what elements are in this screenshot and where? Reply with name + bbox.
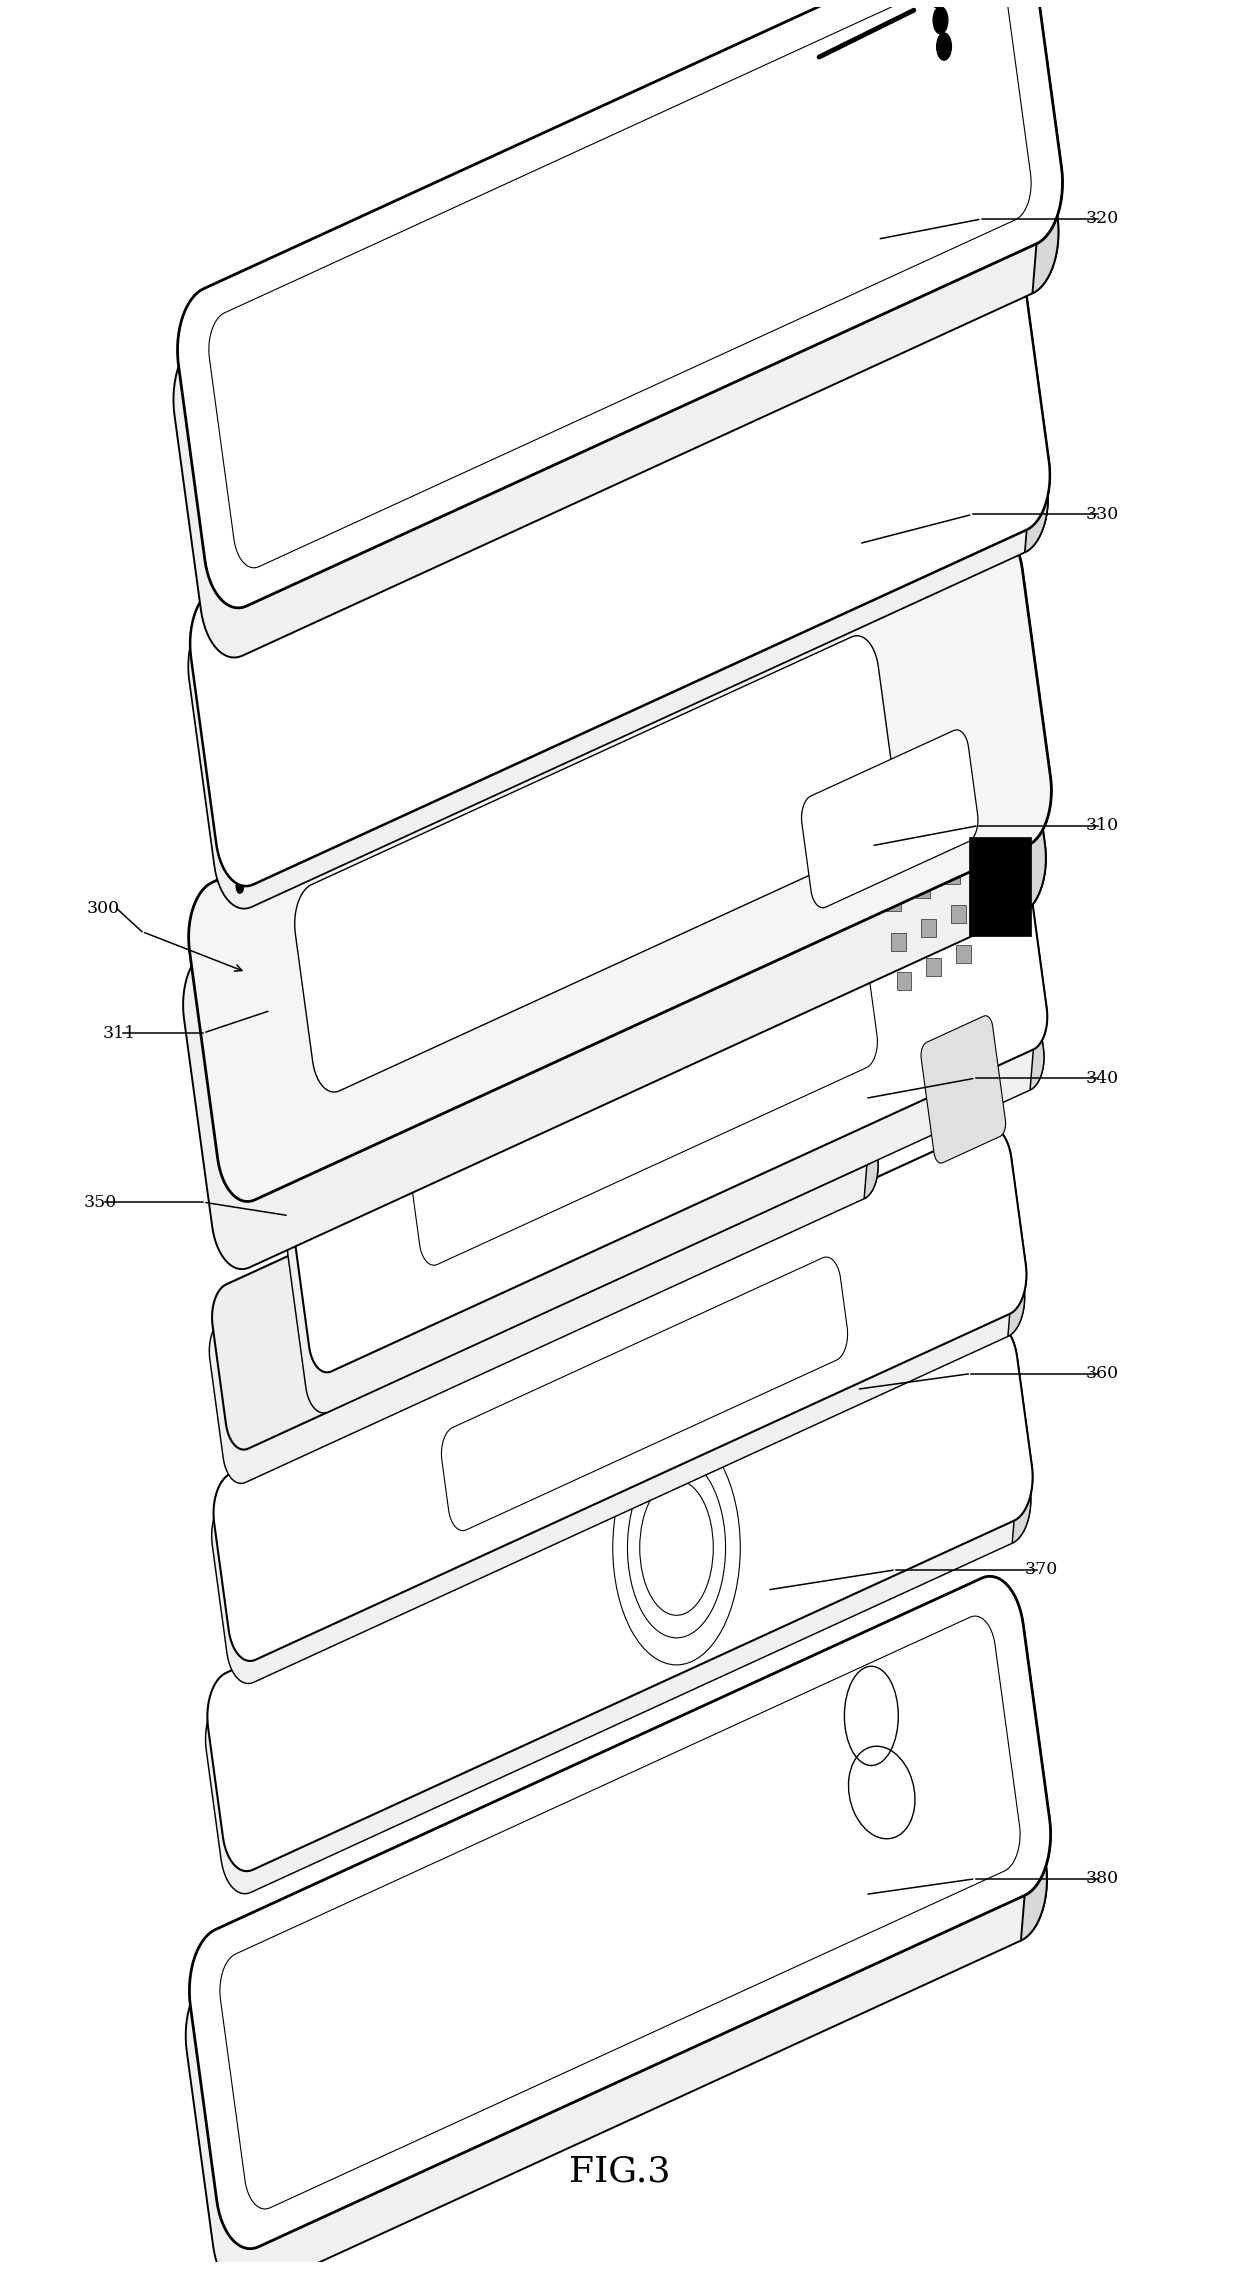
Polygon shape (801, 731, 978, 908)
Polygon shape (441, 1257, 848, 1532)
Polygon shape (186, 1622, 1047, 2269)
Text: FIG.3: FIG.3 (569, 2156, 671, 2190)
Polygon shape (206, 1346, 1030, 1895)
Circle shape (242, 812, 249, 826)
Bar (956, 944, 971, 962)
Bar (951, 905, 966, 923)
Polygon shape (177, 0, 1063, 608)
Polygon shape (184, 594, 1045, 1268)
Text: 370: 370 (1024, 1561, 1058, 1579)
Bar (945, 867, 960, 885)
Polygon shape (980, 526, 1052, 912)
Polygon shape (1003, 851, 1048, 1089)
Text: 310: 310 (1086, 817, 1118, 835)
Text: 350: 350 (84, 1193, 118, 1212)
Bar (887, 894, 900, 912)
Polygon shape (210, 1035, 878, 1484)
Bar (921, 919, 936, 937)
Bar (892, 933, 906, 951)
Polygon shape (208, 0, 1032, 567)
Polygon shape (219, 1616, 1021, 2210)
Polygon shape (986, 1323, 1033, 1543)
Bar (897, 971, 911, 989)
Ellipse shape (848, 1747, 915, 1838)
Circle shape (930, 0, 945, 7)
Polygon shape (188, 256, 1048, 908)
Circle shape (237, 880, 243, 894)
Polygon shape (213, 1128, 1027, 1661)
Polygon shape (212, 1001, 880, 1450)
Polygon shape (174, 0, 1059, 658)
Text: 340: 340 (1086, 1069, 1118, 1087)
Text: 311: 311 (103, 1026, 135, 1041)
Polygon shape (921, 1017, 1006, 1164)
Circle shape (248, 744, 255, 758)
Circle shape (934, 7, 947, 34)
Text: 360: 360 (1086, 1366, 1118, 1382)
Text: 330: 330 (1086, 506, 1120, 522)
Bar (915, 880, 930, 899)
Polygon shape (190, 234, 1050, 887)
Polygon shape (212, 1150, 1024, 1684)
Polygon shape (190, 1577, 1050, 2249)
Polygon shape (295, 635, 897, 1091)
Polygon shape (842, 1001, 880, 1198)
Polygon shape (412, 960, 878, 1266)
Polygon shape (978, 1577, 1050, 1940)
Polygon shape (454, 1139, 688, 1309)
Polygon shape (291, 851, 1048, 1373)
Bar (926, 958, 941, 976)
Polygon shape (982, 1128, 1027, 1336)
Polygon shape (968, 837, 1032, 935)
Polygon shape (207, 1323, 1033, 1872)
Text: 300: 300 (87, 901, 120, 917)
Polygon shape (288, 892, 1044, 1414)
Circle shape (936, 34, 951, 59)
Text: 380: 380 (1086, 1870, 1118, 1888)
Text: 320: 320 (1086, 211, 1120, 227)
Polygon shape (990, 0, 1063, 293)
Polygon shape (188, 526, 1052, 1203)
Polygon shape (985, 234, 1050, 551)
